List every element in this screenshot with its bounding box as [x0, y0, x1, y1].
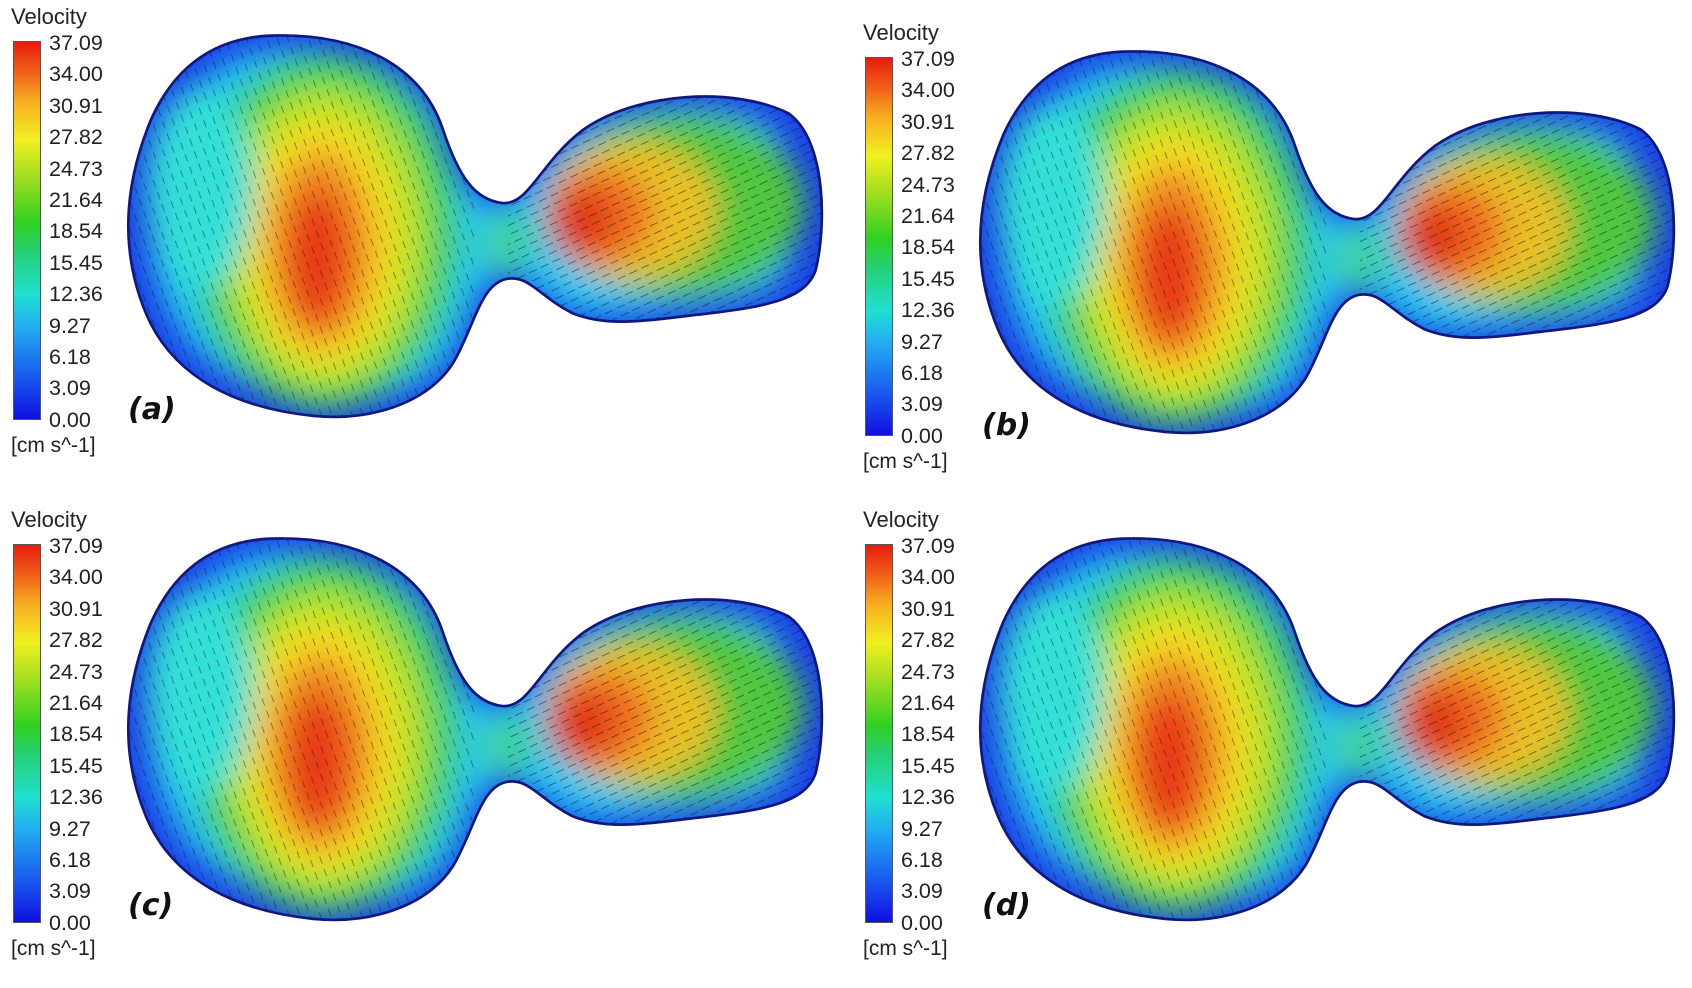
colorbar-tick-label: 21.64 [49, 188, 103, 212]
colorbar-tick-label: 30.91 [901, 109, 955, 134]
colorbar-unit: [cm s^-1] [863, 937, 948, 960]
colorbar-tick-label: 15.45 [901, 266, 955, 291]
colorbar-tick-label: 9.27 [49, 816, 91, 841]
panel-label: (a) [128, 392, 176, 427]
colorbar-tick-label: 18.54 [49, 219, 103, 244]
colorbar-tick-label: 34.00 [49, 565, 103, 590]
colorbar-unit: [cm s^-1] [11, 937, 96, 960]
colorbar-tick-label: 0.00 [49, 910, 91, 935]
colorbar-tick-label: 30.91 [49, 93, 103, 118]
colorbar-tick-label: 6.18 [901, 361, 943, 385]
colorbar-tick-label: 27.82 [49, 628, 103, 653]
velocity-contour-plot [126, 537, 824, 922]
velocity-panel: Velocity [cm s^-1] 37.09 34.00 30.91 27.82 24… [852, 503, 1692, 988]
colorbar-tick-label: 18.54 [901, 235, 955, 260]
colorbar-tick-label: 34.00 [49, 62, 103, 87]
colorbar-tick-label: 0.00 [901, 910, 943, 935]
colorbar-tick-label: 15.45 [49, 250, 103, 275]
velocity-contour-plot [978, 537, 1676, 922]
colorbar-tick-label: 0.00 [901, 423, 943, 448]
panel-label: (d) [982, 888, 1031, 923]
velocity-panel: Velocity [cm s^-1] 37.09 34.00 30.91 27.82 24… [0, 503, 846, 988]
colorbar-tick-label: 27.82 [901, 141, 955, 166]
colorbar-tick-label: 9.27 [901, 816, 943, 841]
colorbar-tick-label: 6.18 [49, 848, 91, 872]
colorbar-tick-label: 3.09 [901, 879, 943, 904]
colorbar-tick-label: 21.64 [901, 204, 955, 228]
colorbar-tick-label: 15.45 [49, 753, 103, 778]
velocity-panel: Velocity [cm s^-1] 37.09 34.00 30.91 27.82 24… [852, 16, 1692, 501]
colorbar-tick-label: 12.36 [901, 785, 955, 810]
colorbar-title: Velocity [11, 4, 87, 29]
colorbar-tick-label: 6.18 [49, 345, 91, 369]
colorbar-tick-label: 18.54 [901, 722, 955, 747]
colorbar-tick-label: 9.27 [49, 313, 91, 338]
colorbar [865, 544, 893, 923]
colorbar-tick-label: 0.00 [49, 407, 91, 432]
colorbar-tick-label: 24.73 [49, 659, 103, 684]
colorbar-tick-label: 15.45 [901, 753, 955, 778]
colorbar-tick-label: 9.27 [901, 329, 943, 354]
colorbar-tick-label: 6.18 [901, 848, 943, 872]
colorbar [865, 57, 893, 436]
colorbar-title: Velocity [11, 507, 87, 532]
panel-label: (c) [128, 888, 174, 923]
colorbar-tick-label: 24.73 [901, 659, 955, 684]
colorbar-tick-label: 34.00 [901, 565, 955, 590]
colorbar-tick-label: 37.09 [49, 31, 103, 55]
colorbar-tick-label: 30.91 [49, 596, 103, 621]
colorbar-unit: [cm s^-1] [11, 434, 96, 457]
colorbar-tick-label: 34.00 [901, 78, 955, 103]
colorbar-tick-label: 12.36 [901, 298, 955, 323]
colorbar-tick-label: 27.82 [49, 125, 103, 150]
colorbar-tick-label: 30.91 [901, 596, 955, 621]
velocity-panel: Velocity [cm s^-1] 37.09 34.00 30.91 27.82 24… [0, 0, 846, 485]
colorbar-tick-label: 18.54 [49, 722, 103, 747]
colorbar-title: Velocity [863, 507, 939, 532]
colorbar [13, 41, 41, 420]
colorbar-tick-label: 37.09 [901, 534, 955, 558]
velocity-contour-plot [978, 50, 1676, 435]
colorbar-tick-label: 27.82 [901, 628, 955, 653]
colorbar-tick-label: 12.36 [49, 282, 103, 307]
colorbar-tick-label: 12.36 [49, 785, 103, 810]
colorbar [13, 544, 41, 923]
colorbar-tick-label: 3.09 [49, 879, 91, 904]
colorbar-tick-label: 24.73 [49, 156, 103, 181]
panel-label: (b) [982, 408, 1031, 443]
colorbar-unit: [cm s^-1] [863, 450, 948, 473]
colorbar-tick-label: 24.73 [901, 172, 955, 197]
colorbar-tick-label: 3.09 [49, 376, 91, 401]
colorbar-tick-label: 21.64 [901, 691, 955, 715]
colorbar-tick-label: 21.64 [49, 691, 103, 715]
colorbar-title: Velocity [863, 20, 939, 45]
colorbar-tick-label: 37.09 [901, 47, 955, 71]
colorbar-tick-label: 3.09 [901, 392, 943, 417]
colorbar-tick-label: 37.09 [49, 534, 103, 558]
velocity-contour-plot [126, 34, 824, 419]
